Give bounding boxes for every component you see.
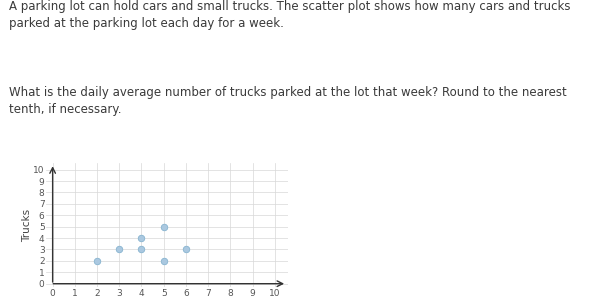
Point (115, 247, 124, 252)
Point (159, 224, 169, 229)
Point (181, 247, 191, 252)
Text: A parking lot can hold cars and small trucks. The scatter plot shows how many ca: A parking lot can hold cars and small tr… (9, 0, 571, 30)
Point (159, 258, 169, 263)
Point (137, 236, 147, 240)
Point (137, 247, 147, 252)
Point (92, 258, 102, 263)
Y-axis label: Trucks: Trucks (21, 208, 32, 242)
Text: What is the daily average number of trucks parked at the lot that week? Round to: What is the daily average number of truc… (9, 86, 567, 116)
